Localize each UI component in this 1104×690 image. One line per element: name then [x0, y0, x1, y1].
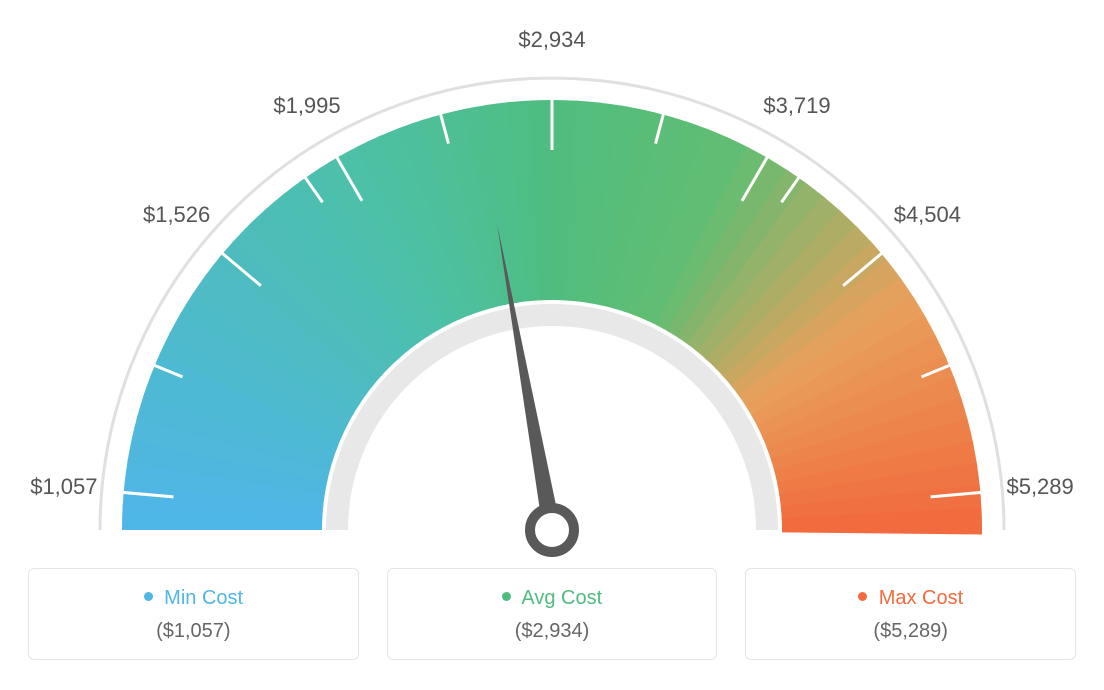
gauge-tick-label: $1,057 [30, 474, 97, 500]
gauge-tick-label: $5,289 [1006, 474, 1073, 500]
legend-card-avg: Avg Cost ($2,934) [387, 568, 718, 660]
dot-min-icon [144, 592, 153, 601]
gauge-tick-label: $3,719 [763, 93, 830, 119]
gauge-chart: $1,057 $1,526 $1,995 $2,934 $3,719 $4,504 $5,2… [0, 0, 1104, 560]
legend-title-avg-text: Avg Cost [521, 587, 602, 609]
legend-title-max: Max Cost [758, 587, 1063, 610]
dot-avg-icon [502, 592, 511, 601]
legend-value-min: ($1,057) [41, 620, 346, 643]
gauge-tick-label: $4,504 [894, 202, 961, 228]
legend-row: Min Cost ($1,057) Avg Cost ($2,934) Max … [0, 568, 1104, 660]
legend-value-avg: ($2,934) [400, 620, 705, 643]
legend-title-avg: Avg Cost [400, 587, 705, 610]
gauge-tick-label: $2,934 [518, 27, 585, 53]
dot-max-icon [858, 592, 867, 601]
legend-card-min: Min Cost ($1,057) [28, 568, 359, 660]
gauge-tick-label: $1,526 [143, 202, 210, 228]
legend-title-min-text: Min Cost [164, 587, 243, 609]
gauge-svg [0, 0, 1104, 560]
legend-card-max: Max Cost ($5,289) [745, 568, 1076, 660]
legend-title-min: Min Cost [41, 587, 346, 610]
legend-value-max: ($5,289) [758, 620, 1063, 643]
gauge-tick-label: $1,995 [273, 93, 340, 119]
legend-title-max-text: Max Cost [879, 587, 963, 609]
